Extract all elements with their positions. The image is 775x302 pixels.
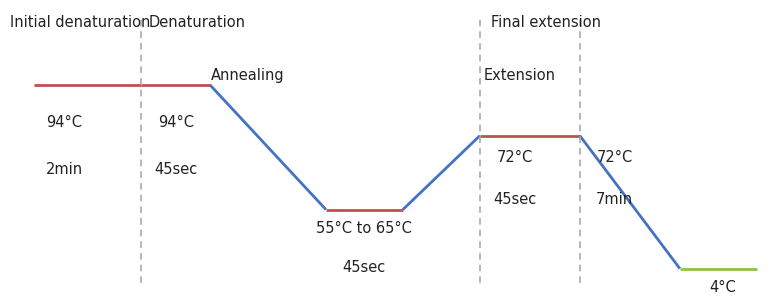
Text: Extension: Extension [484,68,556,83]
Text: Denaturation: Denaturation [149,14,246,30]
Text: 4°C: 4°C [709,281,735,295]
Text: 2min: 2min [46,162,83,177]
Text: 45sec: 45sec [493,192,536,207]
Text: 55°C to 65°C: 55°C to 65°C [316,221,412,236]
Text: 7min: 7min [596,192,633,207]
Text: Annealing: Annealing [211,68,284,83]
Text: 94°C: 94°C [46,115,82,130]
Text: 94°C: 94°C [158,115,194,130]
Text: Initial denaturation: Initial denaturation [11,14,151,30]
Text: Final extension: Final extension [491,14,601,30]
Text: 72°C: 72°C [496,150,532,165]
Text: 72°C: 72°C [596,150,632,165]
Text: 45sec: 45sec [154,162,198,177]
Text: 45sec: 45sec [343,260,386,275]
